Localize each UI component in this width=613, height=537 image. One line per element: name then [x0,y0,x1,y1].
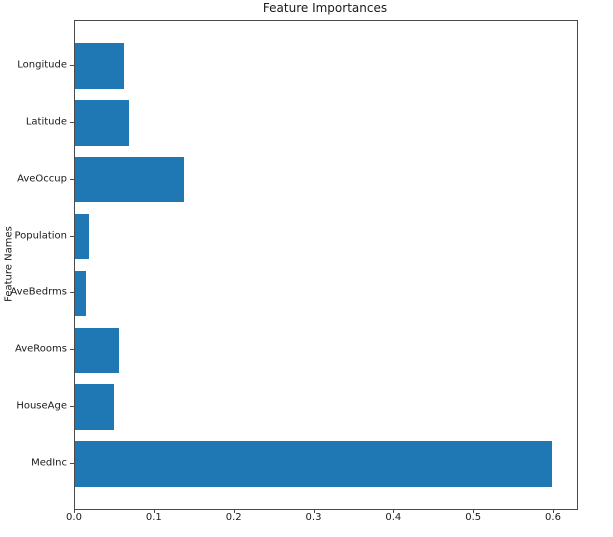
x-tick-label-0.4: 0.4 [385,512,402,523]
y-tick-mark [70,235,74,237]
y-tick-label-houseage: HouseAge [16,400,67,412]
bar-houseage [75,384,115,430]
bar-averooms [75,327,119,374]
bar-longitude [75,43,124,89]
y-tick-label-population: Population [14,230,67,242]
x-tick-mark [233,509,235,513]
x-tick-mark [153,509,155,513]
x-tick-label-0.2: 0.2 [225,512,242,523]
bar-population [75,213,90,260]
x-tick-mark [74,509,75,513]
y-tick-label-avebedrms: AveBedrms [10,286,67,298]
y-tick-mark [70,463,74,465]
y-tick-mark [70,349,74,351]
x-tick-label-0.0: 0.0 [66,512,82,523]
x-tick-mark [393,509,395,513]
x-tick-mark [473,509,475,513]
y-tick-mark [70,292,74,294]
x-tick-mark [313,509,315,513]
bar-latitude [75,100,130,146]
x-tick-label-0.1: 0.1 [145,512,162,523]
x-tick-mark [553,509,554,513]
x-tick-label-0.6: 0.6 [545,512,561,523]
y-tick-label-aveoccup: AveOccup [17,173,67,185]
y-tick-mark [70,178,74,180]
y-tick-label-medinc: MedInc [31,457,67,469]
bar-aveoccup [75,156,185,203]
y-tick-label-longitude: Longitude [17,59,67,71]
bar-medinc [75,441,553,487]
y-tick-mark [70,64,74,66]
bar-avebedrms [75,270,87,317]
x-tick-label-0.5: 0.5 [465,512,482,523]
y-tick-label-latitude: Latitude [25,116,67,128]
plot-area [74,20,578,510]
x-tick-label-0.3: 0.3 [305,512,322,523]
y-tick-label-averooms: AveRooms [14,343,67,355]
y-tick-mark [70,406,74,408]
y-tick-mark [70,121,74,123]
chart-title: Feature Importances [262,1,388,15]
